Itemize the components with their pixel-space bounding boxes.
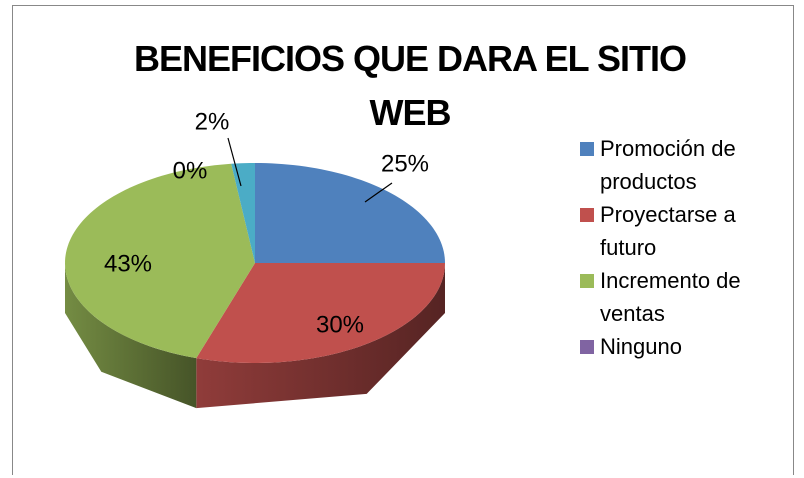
chart-title: BENEFICIOS QUE DARA EL SITIO WEB xyxy=(133,38,687,133)
legend-swatch xyxy=(580,340,594,354)
legend-item: Ninguno xyxy=(578,330,778,363)
data-label: 30% xyxy=(316,311,364,338)
legend-label: Ninguno xyxy=(600,334,682,359)
pie-side xyxy=(65,263,197,409)
legend: Promoción de productos Proyectarse a futu… xyxy=(578,132,778,363)
chart-frame xyxy=(12,5,794,475)
legend-swatch xyxy=(580,274,594,288)
pie-slice xyxy=(65,163,255,359)
pie-slice xyxy=(231,163,255,263)
data-label: 43% xyxy=(104,250,152,277)
legend-label: Promoción de productos xyxy=(600,136,736,194)
data-label: 25% xyxy=(381,150,429,177)
pie-side xyxy=(196,263,445,409)
legend-item: Proyectarse a futuro xyxy=(578,198,778,264)
leader-line xyxy=(227,137,242,187)
legend-label: Proyectarse a futuro xyxy=(600,202,736,260)
legend-swatch xyxy=(580,208,594,222)
data-label: 0% xyxy=(173,157,208,184)
pie-slice xyxy=(196,263,445,363)
legend-label: Incremento de ventas xyxy=(600,268,741,326)
leader-line xyxy=(364,182,393,203)
legend-item: Promoción de productos xyxy=(578,132,778,198)
data-label: 2% xyxy=(195,108,230,135)
pie-slice xyxy=(255,163,445,263)
legend-swatch xyxy=(580,142,594,156)
legend-item: Incremento de ventas xyxy=(578,264,778,330)
